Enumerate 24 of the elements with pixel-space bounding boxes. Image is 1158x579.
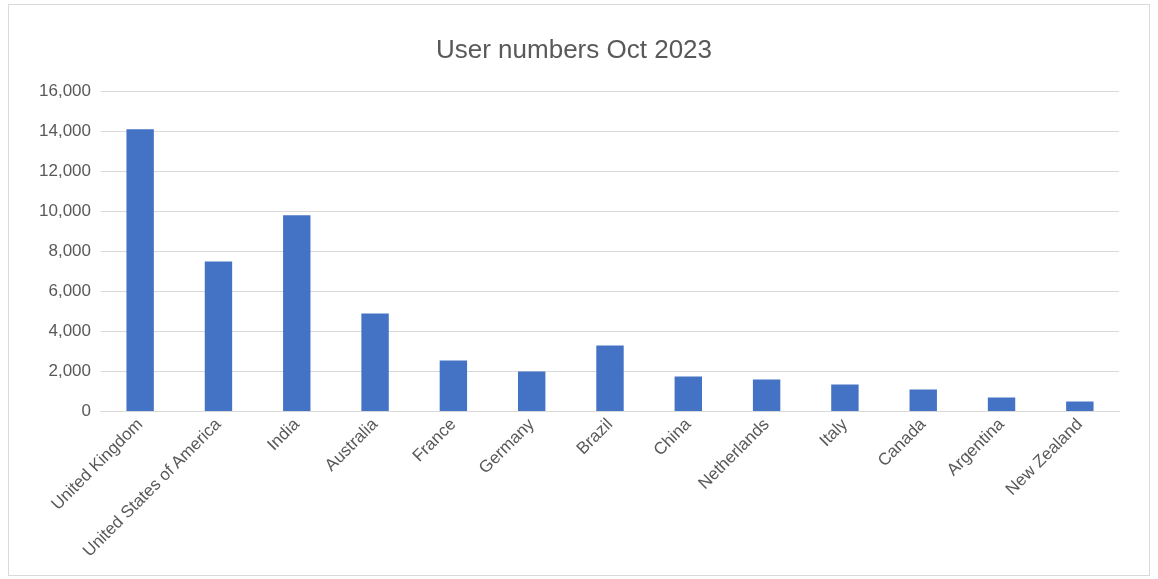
y-tick-label: 14,000: [39, 120, 91, 140]
bar: [596, 345, 624, 412]
y-tick-label: 8,000: [48, 241, 91, 261]
y-tick-label: 0: [81, 401, 91, 421]
bar: [831, 384, 859, 412]
bar: [752, 379, 781, 412]
chart-title: User numbers Oct 2023: [435, 33, 713, 64]
bar: [126, 129, 154, 412]
y-tick-label: 4,000: [48, 321, 91, 341]
y-tick-label: 6,000: [48, 281, 91, 301]
x-tick-label: Italy: [815, 414, 852, 451]
bar: [987, 397, 1016, 412]
y-tick-label: 2,000: [48, 361, 91, 381]
bar: [439, 360, 468, 412]
y-tick-label: 12,000: [39, 160, 91, 180]
y-tick-label: 10,000: [39, 201, 91, 221]
bar: [204, 261, 233, 412]
bar: [1066, 401, 1094, 412]
y-tick-label: 16,000: [39, 80, 91, 100]
bar: [361, 313, 389, 412]
bar: [517, 371, 546, 412]
bar: [283, 215, 311, 412]
bar: [674, 376, 703, 412]
bar: [909, 389, 937, 412]
